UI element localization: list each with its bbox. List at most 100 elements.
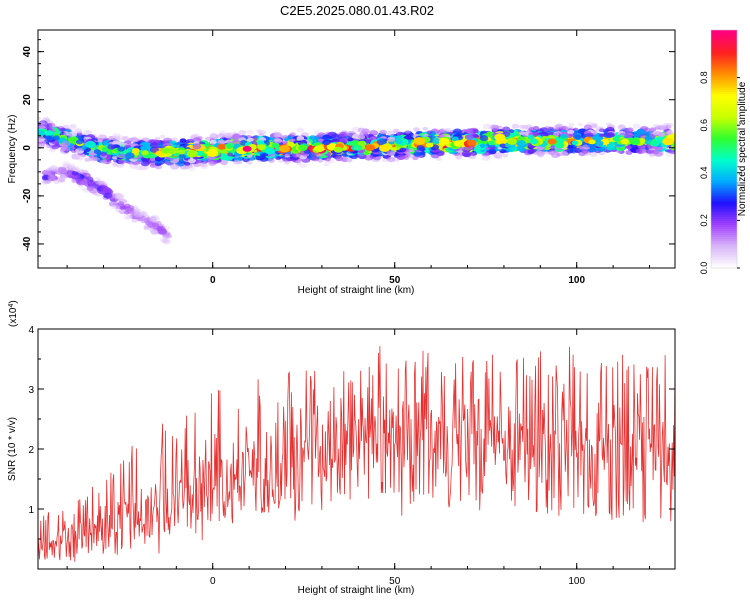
spectrogram-point bbox=[38, 142, 46, 149]
spectrogram-point bbox=[108, 136, 114, 140]
spectrogram-point bbox=[246, 161, 253, 165]
spectrogram-point bbox=[465, 128, 474, 134]
spectrogram-point bbox=[472, 129, 479, 134]
spectrogram-point bbox=[502, 126, 511, 132]
spectrogram-point bbox=[532, 126, 540, 131]
spectrogram-point bbox=[231, 134, 241, 141]
spectrogram-point bbox=[584, 124, 592, 130]
spectrogram-point bbox=[160, 134, 166, 139]
spectrogram-point bbox=[357, 127, 366, 133]
spectrogram-point bbox=[75, 154, 85, 161]
spectrogram-point bbox=[488, 148, 497, 155]
spectrogram-point bbox=[149, 163, 156, 168]
spectrogram-point bbox=[625, 150, 633, 155]
spectrogram-point bbox=[364, 155, 373, 161]
spectrogram-point bbox=[112, 162, 118, 166]
spectrogram-point bbox=[568, 122, 575, 127]
spectrogram-point bbox=[183, 161, 191, 166]
spectrogram-point bbox=[413, 151, 422, 157]
spectrogram-point bbox=[268, 158, 275, 163]
spectrogram-point bbox=[118, 159, 126, 165]
spectrogram-point bbox=[273, 132, 282, 138]
spectrogram-point bbox=[238, 130, 247, 136]
spectrogram-point bbox=[61, 145, 71, 152]
spectrogram-point bbox=[405, 130, 411, 134]
spectrogram-point bbox=[170, 163, 180, 170]
spectrogram-point bbox=[38, 116, 42, 121]
spectrogram-point bbox=[39, 121, 48, 127]
spectrogram-point bbox=[370, 129, 377, 134]
spectrogram-point bbox=[205, 136, 212, 141]
spectrogram-point bbox=[284, 160, 290, 165]
spectrogram-point bbox=[598, 128, 605, 133]
spectrogram-point bbox=[497, 153, 503, 157]
spectrogram-point bbox=[561, 125, 569, 131]
spectrogram-point bbox=[295, 160, 301, 164]
spectrogram-point bbox=[187, 165, 196, 171]
spectrogram-point bbox=[121, 136, 129, 141]
spectrogram-point bbox=[317, 132, 324, 137]
spectrogram-point bbox=[499, 149, 506, 154]
spectrogram-point bbox=[482, 123, 492, 130]
spectrogram-point bbox=[217, 133, 226, 139]
spectrogram-point bbox=[282, 134, 289, 139]
spectrogram-point bbox=[275, 156, 281, 161]
spectrogram-point bbox=[548, 149, 556, 155]
spectrogram-point bbox=[339, 131, 348, 138]
spectrogram-point bbox=[482, 155, 491, 161]
spectrogram-point bbox=[220, 159, 229, 166]
spectrogram-point bbox=[193, 133, 200, 138]
spectrogram-point bbox=[335, 155, 343, 162]
spectrogram-point bbox=[346, 158, 353, 163]
spectrogram-point bbox=[444, 128, 451, 133]
spectrogram-point bbox=[299, 163, 307, 168]
spectrogram-point bbox=[331, 133, 339, 139]
spectrogram-point bbox=[258, 130, 267, 135]
spectrogram-point bbox=[97, 137, 105, 143]
spectrogram-point bbox=[100, 159, 108, 165]
spectrogram-point bbox=[408, 154, 415, 159]
spectrogram-point bbox=[137, 160, 143, 165]
spectrogram-point bbox=[324, 157, 331, 162]
spectrogram-point bbox=[461, 150, 472, 157]
spectrogram-point bbox=[552, 125, 560, 130]
spectrogram-point bbox=[341, 153, 348, 157]
spectrogram-point bbox=[140, 160, 150, 167]
spectrogram-points bbox=[38, 116, 675, 245]
spectrogram-point bbox=[317, 159, 323, 163]
spectrogram-point bbox=[137, 165, 146, 171]
spectrogram-point bbox=[539, 127, 549, 134]
spectrogram-point bbox=[68, 124, 77, 130]
spectrogram-point bbox=[577, 128, 586, 134]
spectrogram-point bbox=[519, 124, 525, 129]
spectrogram-point bbox=[387, 156, 396, 163]
spectrogram-point bbox=[111, 135, 121, 142]
spectrogram-point bbox=[606, 145, 615, 151]
spectrogram-point bbox=[657, 125, 665, 131]
spectrogram-point bbox=[581, 149, 589, 155]
spectrogram-point bbox=[422, 126, 428, 131]
figure-title: C2E5.2025.080.01.43.R02 bbox=[280, 3, 434, 18]
spectrogram-point bbox=[508, 129, 515, 134]
spectrogram-point bbox=[322, 134, 331, 141]
spectrogram-point bbox=[323, 162, 330, 167]
spectrogram-point bbox=[635, 148, 643, 154]
spectrogram-point bbox=[502, 153, 509, 158]
spectrogram-point bbox=[45, 123, 53, 128]
spectrogram-point bbox=[224, 155, 233, 161]
spectrogram-point bbox=[396, 154, 406, 160]
spectrogram-point bbox=[311, 156, 320, 162]
spectrogram-point bbox=[387, 130, 396, 136]
spectrogram-point bbox=[547, 126, 555, 132]
spectrogram-point bbox=[98, 134, 105, 139]
spectrogram-point bbox=[665, 152, 672, 158]
spectrogram-point bbox=[233, 159, 241, 165]
spectrogram-point bbox=[224, 132, 233, 138]
spectrogram-point bbox=[289, 132, 296, 137]
spectrogram-point bbox=[559, 150, 568, 157]
spectrogram-point bbox=[282, 156, 291, 162]
spectrogram-point bbox=[296, 127, 305, 133]
spectrogram-point bbox=[666, 122, 674, 128]
